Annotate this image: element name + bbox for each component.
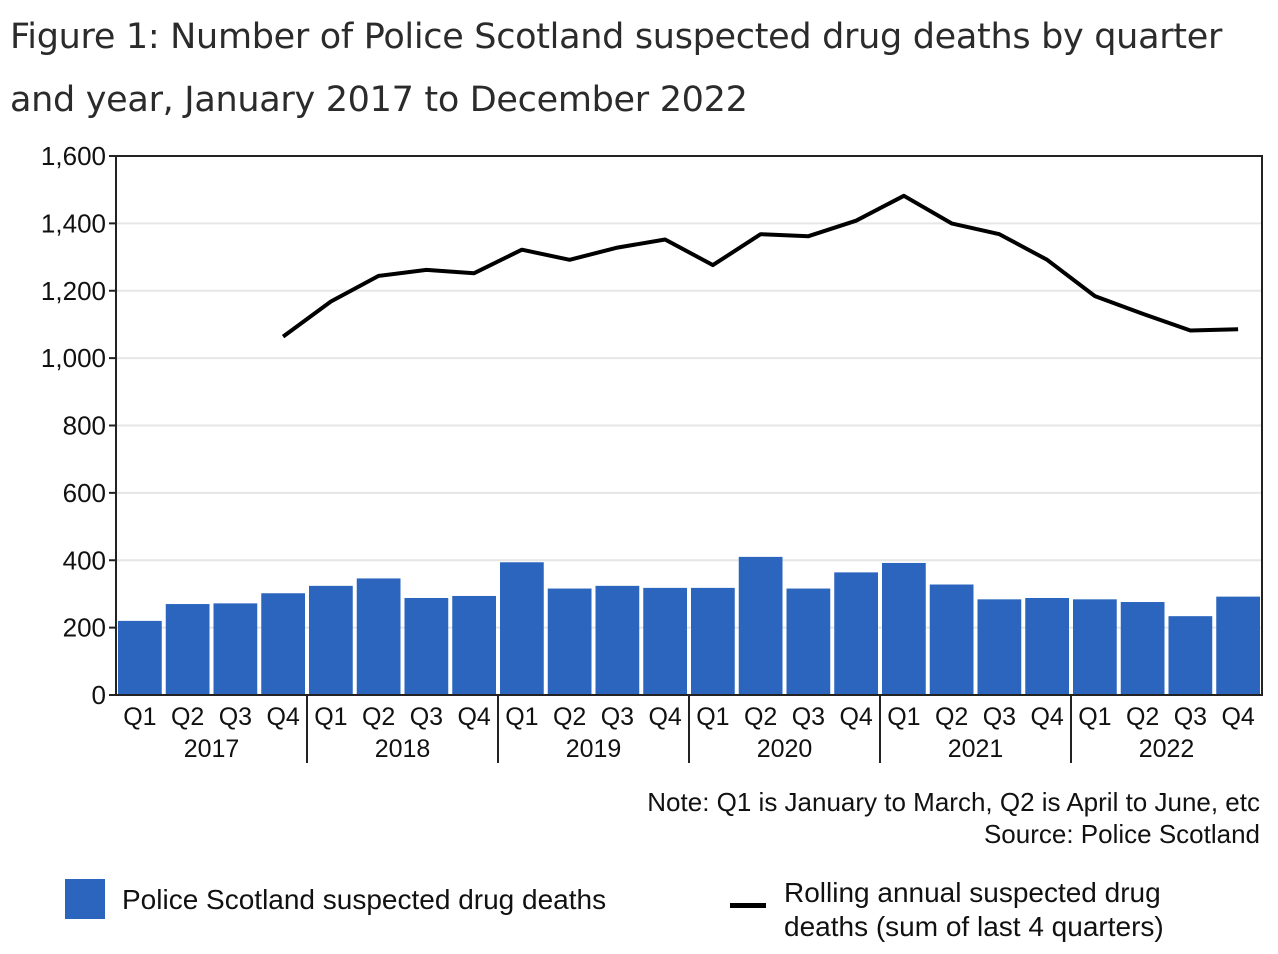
bar [1025,597,1069,695]
x-tick-label-year: 2022 [1139,735,1195,763]
bar [309,585,353,695]
y-tick-label: 1,600 [41,141,106,171]
x-tick-label-quarter: Q3 [410,703,443,731]
bar [404,597,449,695]
x-tick-label-quarter: Q1 [1078,703,1111,731]
x-tick-label-quarter: Q3 [1174,703,1207,731]
legend-line-label: Rolling annual suspected drug deaths (su… [784,876,1164,944]
x-tick-label-quarter: Q4 [1030,703,1063,731]
y-tick-label: 800 [63,411,106,441]
x-tick-label-year: 2020 [757,735,813,763]
y-tick-label: 600 [63,478,106,508]
chart-legend: Police Scotland suspected drug deaths Ro… [0,870,1278,950]
bar [500,562,544,695]
legend-bar-label: Police Scotland suspected drug deaths [122,884,607,915]
chart-notes: Note: Q1 is January to March, Q2 is Apri… [647,786,1260,850]
chart-svg: 0 200 400 600 800 1,000 1,200 1,400 1,600 Q1 Q2 Q3 Q… [41,141,1263,763]
bar [1120,602,1165,695]
x-tick-label-quarter: Q1 [505,703,538,731]
bar [261,593,305,695]
rolling-annual-line [281,193,1239,339]
source-text: Source: Police Scotland [983,819,1260,849]
x-tick-label-quarter: Q4 [1221,703,1254,731]
bar [356,578,401,695]
bar [595,585,640,695]
x-tick-label-quarter: Q1 [314,703,347,731]
x-tick-label-quarter: Q4 [266,703,299,731]
bar [929,584,974,695]
x-tick-label-quarter: Q4 [839,703,872,731]
x-tick-label-quarter: Q3 [601,703,634,731]
legend-line-label-1: Rolling annual suspected drug [784,877,1161,908]
x-tick-label-quarter: Q2 [171,703,204,731]
x-tick-label-quarter: Q2 [362,703,395,731]
x-tick-label-year: 2019 [566,735,622,763]
bar [118,620,162,695]
bar [1073,599,1117,695]
x-tick-label-quarter: Q1 [696,703,729,731]
x-tick-label-year: 2021 [948,735,1004,763]
y-tick-label: 200 [63,613,106,643]
bar [786,588,831,695]
y-tick-label: 0 [92,680,106,710]
bar [213,603,258,695]
y-tick-label: 1,400 [41,208,106,238]
bar [1168,616,1213,695]
x-tick-label-quarter: Q2 [1126,703,1159,731]
x-tick-label-quarter: Q3 [983,703,1016,731]
bar [1216,596,1260,695]
x-tick-label-quarter: Q1 [123,703,156,731]
y-tick-label: 400 [63,545,106,575]
legend-bar-swatch [65,879,105,919]
x-tick-label-quarter: Q3 [792,703,825,731]
legend-line-label-2: deaths (sum of last 4 quarters) [784,911,1164,942]
legend-line-swatch [730,903,766,908]
x-tick-label-quarter: Q1 [887,703,920,731]
y-tick-label: 1,000 [41,343,106,373]
bar [977,599,1022,695]
bar [691,587,735,695]
y-tick-label: 1,200 [41,276,106,306]
bar [738,556,783,695]
bar [165,604,210,695]
bar [834,572,878,695]
x-tick-label-quarter: Q4 [648,703,681,731]
x-tick-label-year: 2017 [184,735,240,763]
x-tick-label-quarter: Q2 [744,703,777,731]
x-tick-label-quarter: Q4 [457,703,490,731]
bar [882,562,926,695]
x-tick-label-quarter: Q3 [219,703,252,731]
note-text: Note: Q1 is January to March, Q2 is Apri… [647,787,1260,817]
bar [547,588,592,695]
x-tick-label-year: 2018 [375,735,431,763]
chart-title: Figure 1: Number of Police Scotland susp… [10,17,1223,120]
x-tick-label-quarter: Q2 [553,703,586,731]
x-tick-label-quarter: Q2 [935,703,968,731]
bar [643,587,687,695]
bar [452,595,496,695]
